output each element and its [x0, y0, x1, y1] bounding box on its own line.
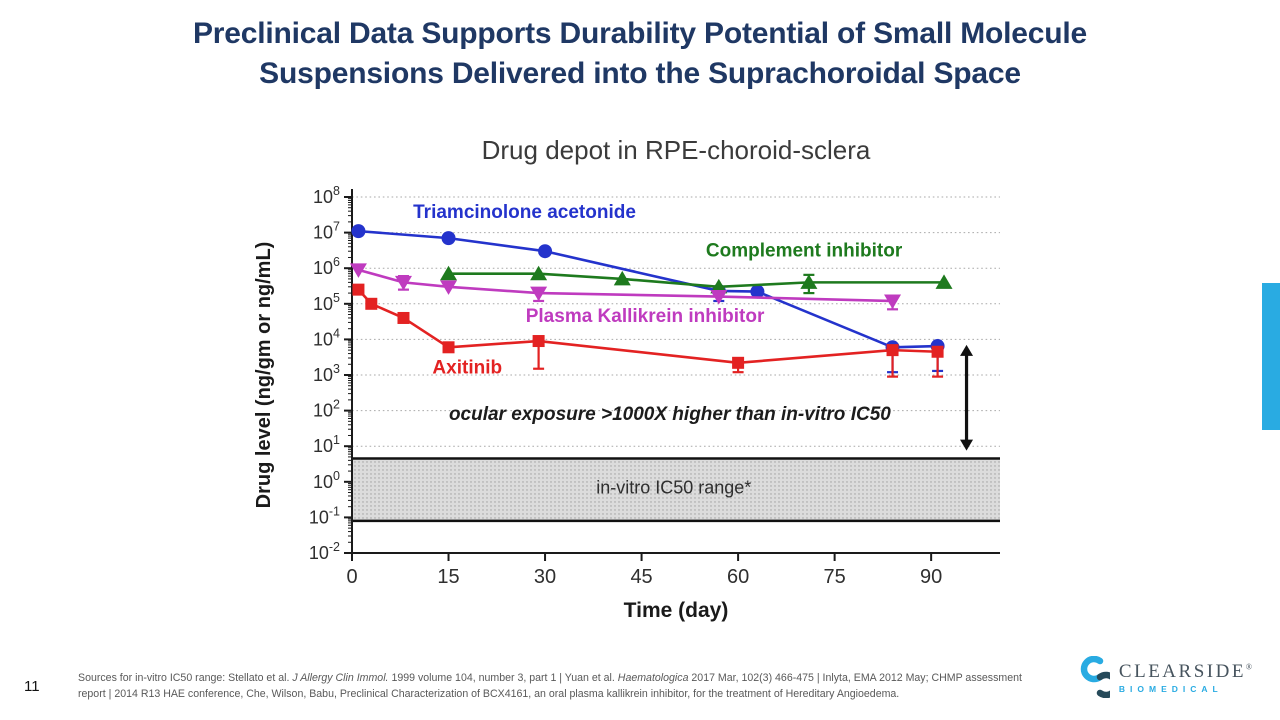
- data-point: [349, 263, 367, 278]
- y-tick-label: 10-2: [309, 540, 340, 563]
- data-point: [710, 278, 728, 294]
- logo-s-bottom-arc: [1096, 671, 1110, 698]
- y-tick-label: 106: [313, 255, 340, 278]
- logo-registered-mark: ®: [1245, 662, 1252, 672]
- accent-bar: [1262, 283, 1280, 430]
- ic50-band: in-vitro IC50 range*: [352, 457, 1000, 523]
- data-point: [732, 356, 745, 369]
- y-tick-label: 100: [313, 469, 340, 492]
- footer-sources: Sources for in-vitro IC50 range: Stellat…: [78, 671, 1063, 703]
- x-tick-label: 30: [534, 566, 556, 588]
- footer-line2: report | 2014 R13 HAE conference, Che, W…: [78, 687, 900, 700]
- slide-title-line1: Preclinical Data Supports Durability Pot…: [192, 17, 1088, 50]
- x-tick-label: 45: [630, 566, 652, 588]
- exposure-range-arrow: [960, 344, 974, 451]
- series-label-complement-inhibitor: Complement inhibitor: [706, 241, 903, 262]
- data-point: [613, 270, 631, 286]
- data-point: [886, 344, 899, 357]
- data-point: [750, 284, 765, 299]
- data-point: [365, 297, 378, 310]
- logo-s-top-arc: [1080, 656, 1104, 683]
- ocular-exposure-annotation: ocular exposure >1000X higher than in-vi…: [449, 404, 891, 425]
- data-point: [441, 231, 456, 246]
- data-point: [884, 294, 902, 309]
- y-tick-label: 10-1: [309, 504, 340, 527]
- data-point: [935, 274, 953, 289]
- footer-journal-name: J Allergy Clin Immol.: [292, 672, 389, 684]
- series-plasma-kallikrein-inhibitor: [349, 263, 902, 311]
- y-axis-label: Drug level (ng/gm or ng/mL): [253, 242, 275, 509]
- y-tick-label: 104: [313, 326, 340, 349]
- data-point: [931, 345, 944, 358]
- page-number: 11: [24, 678, 40, 695]
- data-point: [351, 224, 366, 239]
- data-point: [394, 275, 412, 291]
- logo-wordmark: CLEARSIDE®: [1119, 661, 1252, 683]
- data-point: [397, 311, 410, 324]
- footer-journal-name: Haematologica: [617, 672, 689, 684]
- arrowhead-up-icon: [960, 344, 974, 356]
- x-axis-ticks: 0 15 30 45 60 75 90: [346, 553, 942, 588]
- series-line: [448, 272, 945, 289]
- ic50-band-label: in-vitro IC50 range*: [596, 477, 751, 497]
- data-point: [530, 265, 548, 281]
- data-point: [352, 283, 365, 296]
- logo-subtitle: BIOMEDICAL: [1118, 683, 1223, 694]
- series-label-plasma-kallikrein-inhibitor: Plasma Kallikrein inhibitor: [526, 306, 765, 327]
- series-label-triamcinolone-acetonide: Triamcinolone acetonide: [413, 202, 636, 223]
- logo-name: CLEARSIDE: [1118, 660, 1246, 682]
- arrowhead-down-icon: [960, 439, 974, 451]
- y-tick-label: 103: [313, 362, 340, 385]
- series-axitinib: [352, 283, 944, 378]
- x-tick-label: 90: [920, 566, 942, 588]
- data-point: [440, 265, 458, 281]
- clearside-logo-icon: [1080, 656, 1110, 698]
- data-point: [710, 290, 728, 305]
- y-tick-label: 102: [313, 398, 340, 421]
- x-tick-label: 75: [823, 566, 845, 588]
- chart: Drug depot in RPE-choroid-sclera in-vitro…: [250, 125, 1020, 640]
- chart-title: Drug depot in RPE-choroid-sclera: [482, 135, 871, 165]
- data-point: [538, 244, 553, 259]
- slide-title: Preclinical Data Supports Durability Pot…: [60, 14, 1220, 93]
- y-tick-label: 105: [313, 291, 340, 314]
- clearside-logo-text: CLEARSIDE® BIOMEDICAL: [1119, 661, 1252, 694]
- data-point: [442, 341, 455, 354]
- x-tick-label: 15: [437, 566, 459, 588]
- data-point: [532, 335, 545, 348]
- y-axis-ticks: 108 107 106 105 104 103 102 101 100 10-1 10-2: [309, 184, 352, 563]
- x-tick-label: 0: [346, 566, 357, 588]
- y-tick-label: 108: [313, 184, 340, 207]
- series-complement-inhibitor: [440, 265, 953, 295]
- footer-text-segment: 1999 volume 104, number 3, part 1 | Yuan…: [388, 672, 618, 684]
- clearside-logo: CLEARSIDE® BIOMEDICAL: [1072, 656, 1252, 698]
- footer-line1: Sources for in-vitro IC50 range: Stellat…: [78, 671, 1063, 687]
- y-tick-label: 107: [313, 220, 340, 243]
- data-point: [440, 280, 458, 295]
- data-point: [800, 274, 818, 289]
- x-tick-label: 60: [727, 566, 749, 588]
- x-axis-label: Time (day): [624, 599, 729, 622]
- y-tick-label: 101: [313, 433, 340, 456]
- slide-title-line2: Suspensions Delivered into the Suprachor…: [259, 56, 1021, 90]
- series-label-axitinib: Axitinib: [432, 358, 502, 379]
- data-point: [530, 286, 548, 302]
- series-line: [358, 268, 893, 303]
- footer-text-segment: 2017 Mar, 102(3) 466-475 | Inlyta, EMA 2…: [688, 672, 1022, 684]
- chart-svg: Drug depot in RPE-choroid-sclera in-vitro…: [253, 135, 1000, 622]
- footer-text-segment: Sources for in-vitro IC50 range: Stellat…: [78, 672, 293, 684]
